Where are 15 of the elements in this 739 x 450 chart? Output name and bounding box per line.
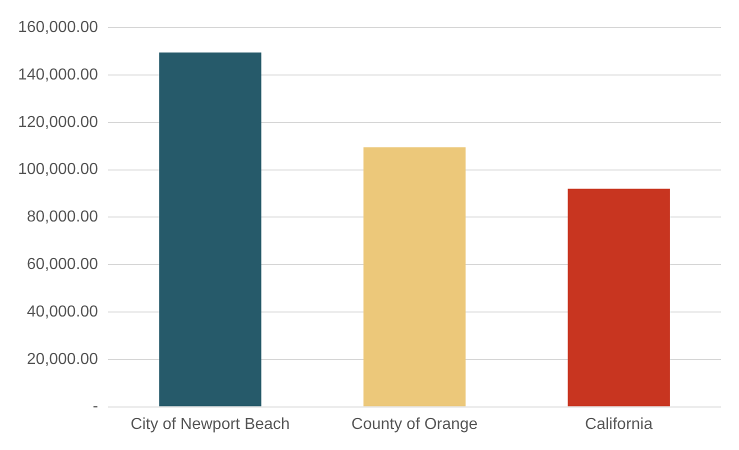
y-tick-label: - <box>92 398 98 416</box>
x-tick-label: California <box>585 416 653 433</box>
y-tick-label: 40,000.00 <box>26 303 98 320</box>
y-tick-label: 60,000.00 <box>26 256 98 274</box>
x-tick-label: City of Newport Beach <box>130 416 290 433</box>
y-tick-label: 120,000.00 <box>18 114 98 131</box>
y-tick-label: 80,000.00 <box>26 208 98 226</box>
bar <box>568 188 670 406</box>
y-tick-label: 20,000.00 <box>26 350 98 368</box>
bar <box>159 52 262 406</box>
bar <box>363 147 466 406</box>
y-tick-label: 160,000.00 <box>18 19 98 36</box>
y-tick-label: 100,000.00 <box>18 161 98 178</box>
x-tick-label: County of Orange <box>351 416 478 433</box>
y-tick-label: 140,000.00 <box>18 66 98 84</box>
